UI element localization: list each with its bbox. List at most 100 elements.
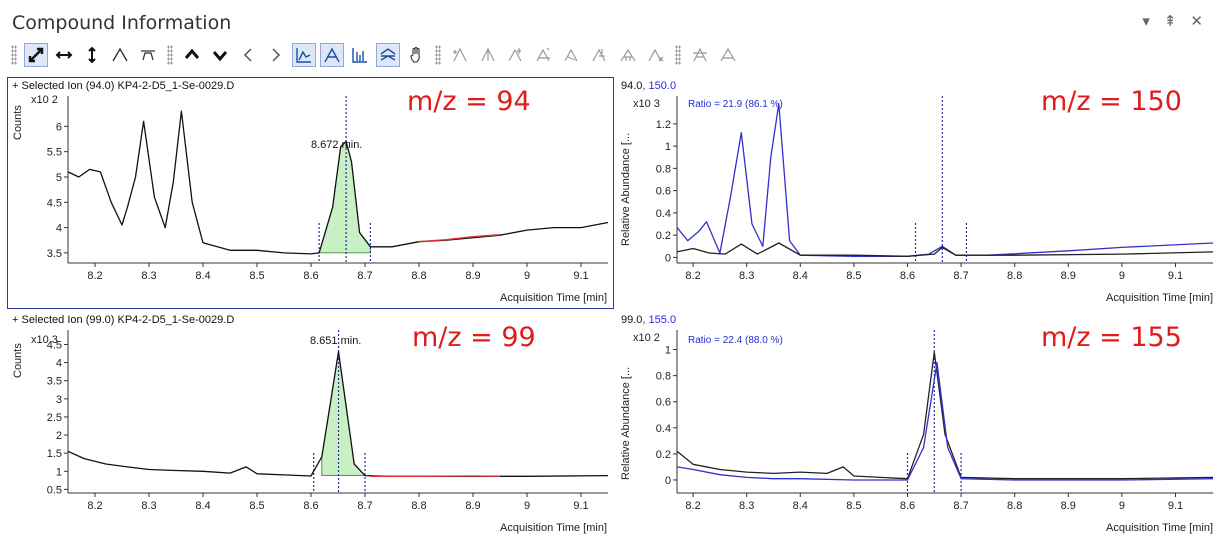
y-tick-label: 0.4 <box>656 423 671 435</box>
x-tick-label: 8.7 <box>953 270 968 282</box>
y-tick-label: 0.2 <box>656 230 671 242</box>
x-tick-label: 9.1 <box>1168 500 1183 512</box>
ion-ratio-panel-155[interactable]: 8.2 8.3 8.4 8.5 8.6 8.7 8.8 8.9 9 9.1 0 0.2 0.4 0.6 0.… <box>617 312 1217 538</box>
integrate-icon[interactable] <box>320 43 344 67</box>
x-tick-label: 9.1 <box>1168 270 1183 282</box>
y-tick-label: 6 <box>56 121 62 133</box>
x-tick-label: 9 <box>1119 270 1125 282</box>
y-axis-label: Counts <box>12 343 24 378</box>
mz-label: m/z = 155 <box>1041 322 1182 353</box>
peak-icon[interactable] <box>108 43 132 67</box>
next-down-icon[interactable] <box>208 43 232 67</box>
ion-ratio-plot-150[interactable]: 8.2 8.3 8.4 8.5 8.6 8.7 8.8 8.9 9 9.1 0 0.2 0.4 0.6 0.… <box>617 78 1217 308</box>
ratio-label: Ratio = 21.9 (86.1 %) <box>688 99 783 110</box>
toolbar-grip[interactable] <box>11 45 17 65</box>
x-tick-label: 8.3 <box>739 500 754 512</box>
y-tick-label: 1 <box>665 345 671 357</box>
y-exponent: x10 2 <box>31 94 58 106</box>
zero-icon[interactable] <box>616 43 640 67</box>
next-icon[interactable] <box>264 43 288 67</box>
fit-y-icon[interactable] <box>80 43 104 67</box>
y-exponent: x10 3 <box>31 334 58 346</box>
fit-x-icon[interactable] <box>52 43 76 67</box>
y-exponent: x10 3 <box>633 98 660 110</box>
x-tick-label: 8.7 <box>357 500 372 512</box>
hand-icon[interactable] <box>404 43 428 67</box>
y-tick-label: 0.8 <box>656 163 671 175</box>
y-tick-label: 2.5 <box>47 412 62 424</box>
mz-label: m/z = 150 <box>1041 86 1182 117</box>
y-tick-label: 0 <box>665 475 671 487</box>
x-tick-label: 8.8 <box>1007 500 1022 512</box>
overlay-peaks-icon[interactable] <box>292 43 316 67</box>
skim-icon[interactable] <box>560 43 584 67</box>
chromatogram-plot-99[interactable]: 8.2 8.3 8.4 8.5 8.6 8.7 8.8 8.9 9 9.1 0.5 1 1.5 2 2.5 3… <box>8 312 613 538</box>
options-icon[interactable] <box>688 43 712 67</box>
dropdown-icon[interactable]: ▾ <box>1142 13 1150 30</box>
y-tick-label: 3.5 <box>47 248 62 260</box>
fit-both-icon[interactable] <box>24 43 48 67</box>
y-tick-label: 4 <box>56 223 62 235</box>
panel-title: 94.0, 150.0 <box>621 80 676 92</box>
y-tick-label: 0.6 <box>656 186 671 198</box>
toolbar-grip-2[interactable] <box>167 45 173 65</box>
stack-icon[interactable] <box>376 43 400 67</box>
drop-icon[interactable] <box>504 43 528 67</box>
tangent-icon[interactable] <box>532 43 556 67</box>
x-tick-label: 8.5 <box>249 500 264 512</box>
x-tick-label: 8.2 <box>87 270 102 282</box>
mz-label: m/z = 94 <box>407 86 531 117</box>
y-tick-label: 1 <box>56 466 62 478</box>
panel-title: + Selected Ion (94.0) KP4-2-D5_1-Se-0029… <box>12 80 235 92</box>
merge-icon[interactable] <box>588 43 612 67</box>
window-titlebar: Compound Information ▾ ⇞ ✕ <box>0 0 1217 38</box>
x-tick-label: 8.2 <box>685 270 700 282</box>
prev-icon[interactable] <box>236 43 260 67</box>
chromatogram-series-line <box>67 110 609 255</box>
y-exponent: x10 2 <box>633 332 660 344</box>
chromatogram-plot-94[interactable]: 8.2 8.3 8.4 8.5 8.6 8.7 8.8 8.9 9 9.1 3.5 4 4.5 5 5.5 6 <box>8 78 613 308</box>
x-tick-label: 9.1 <box>573 500 588 512</box>
pin-icon[interactable]: ⇞ <box>1163 13 1177 30</box>
prev-up-icon[interactable] <box>180 43 204 67</box>
x-tick-label: 8.5 <box>846 500 861 512</box>
close-icon[interactable]: ✕ <box>1190 13 1203 30</box>
chromatogram-series-line <box>676 351 1214 480</box>
y-tick-label: 2 <box>56 430 62 442</box>
ion-ratio-panel-150[interactable]: 8.2 8.3 8.4 8.5 8.6 8.7 8.8 8.9 9 9.1 0 0.2 0.4 0.6 0.… <box>617 78 1217 308</box>
panel-title: + Selected Ion (99.0) KP4-2-D5_1-Se-0029… <box>12 314 235 326</box>
chromatogram-panel-94[interactable]: 8.2 8.3 8.4 8.5 8.6 8.7 8.8 8.9 9 9.1 3.5 4 4.5 5 5.5 6… <box>7 77 614 309</box>
clear-icon[interactable] <box>644 43 668 67</box>
chromatogram-panel-99[interactable]: 8.2 8.3 8.4 8.5 8.6 8.7 8.8 8.9 9 9.1 0.5 1 1.5 2 2.5 3… <box>8 312 613 538</box>
x-tick-label: 8.8 <box>1007 270 1022 282</box>
chromatogram-series-line <box>676 103 1214 257</box>
x-tick-label: 8.2 <box>87 500 102 512</box>
split-peak-icon[interactable] <box>476 43 500 67</box>
ion-ratio-plot-155[interactable]: 8.2 8.3 8.4 8.5 8.6 8.7 8.8 8.9 9 9.1 0 0.2 0.4 0.6 0.… <box>617 312 1217 538</box>
x-tick-label: 8.5 <box>846 270 861 282</box>
y-tick-label: 1.2 <box>656 119 671 131</box>
y-axis-label: Counts <box>12 105 24 140</box>
panel-title-main: 99.0 <box>621 314 643 326</box>
bar-icon[interactable] <box>348 43 372 67</box>
x-tick-label: 8.9 <box>1061 270 1076 282</box>
x-tick-label: 8.3 <box>141 270 156 282</box>
y-tick-label: 0.8 <box>656 371 671 383</box>
x-tick-label: 8.8 <box>411 270 426 282</box>
y-tick-label: 4.5 <box>47 339 62 351</box>
y-tick-label: 0.5 <box>47 484 62 496</box>
x-tick-label: 8.9 <box>465 500 480 512</box>
baseline-icon[interactable] <box>136 43 160 67</box>
y-tick-label: 5 <box>56 172 62 184</box>
y-tick-label: 4 <box>56 358 62 370</box>
x-tick-label: 8.4 <box>793 500 808 512</box>
toolbar-grip-3[interactable] <box>435 45 441 65</box>
manual-integrate-icon[interactable] <box>448 43 472 67</box>
y-tick-label: 0.6 <box>656 397 671 409</box>
toolbar <box>6 40 742 70</box>
x-tick-label: 8.2 <box>685 500 700 512</box>
toolbar-grip-4[interactable] <box>675 45 681 65</box>
y-tick-label: 3 <box>56 394 62 406</box>
apply-icon[interactable] <box>716 43 740 67</box>
x-tick-label: 8.6 <box>303 270 318 282</box>
